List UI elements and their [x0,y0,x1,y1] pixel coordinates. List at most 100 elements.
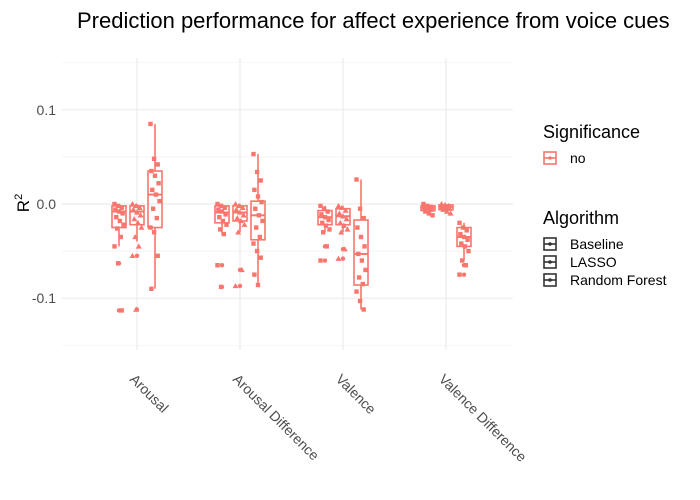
data-point-square [363,267,368,273]
data-point-square [362,244,367,249]
data-point-triangle [341,246,348,252]
legend-significance-title: Significance [543,122,640,142]
data-point-square [354,177,359,182]
data-point-square [220,218,226,224]
legend-key-point [548,260,552,264]
data-point-triangle [136,204,143,210]
data-point-square [223,212,228,217]
y-tick-label: -0.1 [32,290,56,306]
data-point-square [326,217,331,223]
data-point-square [151,230,157,235]
data-point-square [260,218,265,224]
y-axis-title: R2 [13,194,33,212]
data-point-square [259,199,264,205]
legend-key-point [548,242,552,246]
outlier-point [219,263,225,268]
data-point-square [148,225,153,230]
data-point-square [254,225,259,230]
data-point-square [457,272,462,277]
data-point-triangle [232,282,239,289]
data-point-triangle [233,206,240,212]
data-point-triangle [339,204,346,210]
data-point-triangle [440,206,447,212]
data-point-triangle [131,216,138,222]
plot-area [62,58,513,350]
outlier-point [134,253,140,259]
legend-key-point [548,278,552,282]
data-point-square [251,241,256,246]
y-axis-title-base: R [14,200,33,212]
data-point-triangle [336,210,343,216]
data-point-triangle [132,233,139,240]
legend: Significance no Algorithm Baseline LASSO R… [543,122,667,288]
data-point-square [258,255,263,260]
data-point-square [323,223,329,228]
data-point-square [256,213,262,218]
data-point-square [325,209,330,214]
x-tick-label: Valence [333,371,380,418]
y-tick-label: 0.1 [37,102,57,118]
data-point-square [120,211,125,216]
data-point-square [424,203,430,209]
data-point-square [112,244,117,249]
data-point-square [361,215,366,221]
data-point-square [118,234,123,240]
data-point-square [361,307,366,312]
data-point-square [255,194,261,199]
data-point-square [255,282,261,288]
data-point-square [460,225,466,230]
data-point-square [150,187,155,193]
data-point-square [115,261,121,266]
data-point-triangle [447,210,454,216]
outlier-point [461,272,467,277]
data-point-square [258,178,263,183]
outlier-point [237,283,243,289]
data-point-square [321,206,327,211]
data-point-square [113,207,118,212]
data-point-square [121,222,126,227]
data-point-square [115,203,121,209]
data-point-square [119,308,124,313]
data-point-square [253,206,258,211]
data-point-triangle [241,221,248,227]
data-point-square [215,263,220,268]
box [147,123,163,289]
data-point-square [360,281,365,287]
data-point-triangle [134,209,140,215]
data-point-square [426,211,432,216]
outlier-point [340,256,346,261]
data-point-triangle [237,217,244,224]
data-point-square [466,248,471,254]
data-point-square [117,218,123,224]
data-point-square [252,187,257,193]
data-point-square [218,203,224,209]
data-point-triangle [335,202,342,209]
data-point-square [257,234,262,240]
y-axis-title-superscript: 2 [13,194,25,200]
data-point-square [357,275,362,280]
data-point-triangle [443,208,450,214]
x-axis-ticks: Arousal Arousal Difference Valence Valence … [127,371,530,465]
x-tick-label: Arousal Difference [230,371,323,464]
data-point-triangle [240,212,247,218]
data-point-triangle [232,201,239,207]
data-point-square [358,234,364,240]
data-point-triangle [342,207,349,213]
data-point-square [114,214,119,220]
data-point-square [221,231,226,237]
legend-label-significance: no [570,150,586,166]
data-point-square [151,156,157,161]
data-point-triangle [340,222,347,228]
data-point-square [321,230,326,235]
data-point-square [425,206,431,211]
boxes [111,123,472,313]
data-point-square [112,201,117,207]
data-point-triangle [138,224,145,230]
data-point-square [252,272,257,277]
data-point-square [320,220,325,226]
data-point-triangle [235,229,242,235]
data-point-square [460,258,465,263]
data-point-square [156,181,161,186]
data-point-triangle [238,266,245,273]
data-point-square [217,214,222,220]
